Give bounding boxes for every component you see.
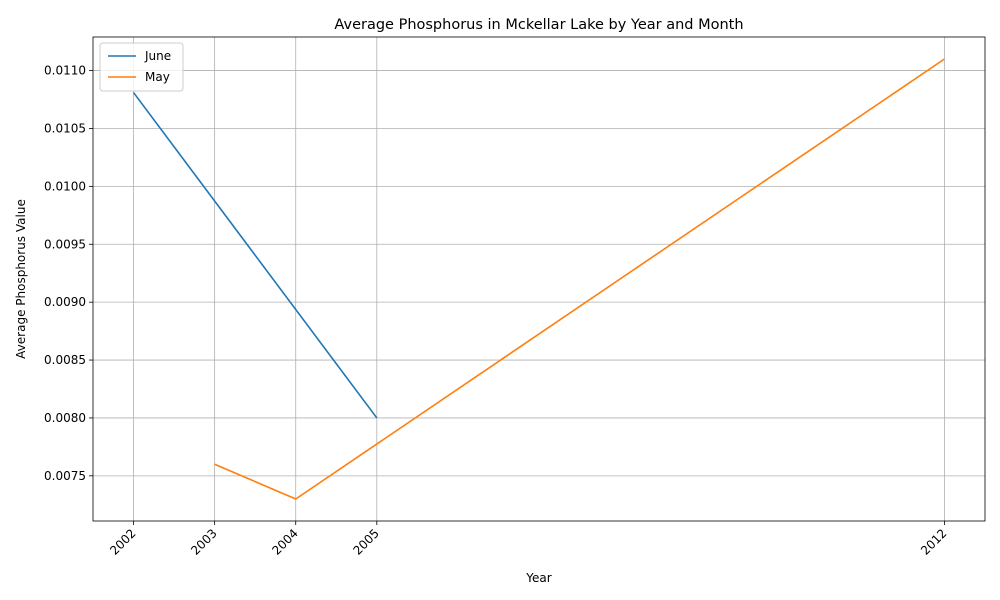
y-tick-label: 0.0075 (44, 469, 86, 483)
series-line-june (132, 92, 378, 419)
x-tick-label: 2002 (107, 526, 138, 557)
y-tick-label: 0.0085 (44, 353, 86, 367)
chart-title: Average Phosphorus in Mckellar Lake by Y… (334, 17, 743, 33)
x-axis-ticks: 2002 2003 2004 2005 2012 (107, 521, 950, 558)
grid-lines (93, 37, 985, 521)
y-axis-ticks: 0.0075 0.0080 0.0085 0.0090 0.0095 0.0100 0.01… (44, 64, 93, 483)
plot-frame (92, 36, 986, 522)
y-axis-label: Average Phosphorus Value (14, 199, 28, 359)
y-tick-label: 0.0090 (44, 295, 86, 309)
legend-label: May (145, 70, 170, 84)
x-tick-label: 2005 (350, 526, 381, 557)
x-tick-label: 2012 (918, 526, 949, 557)
x-axis-label: Year (525, 571, 551, 585)
x-tick-label: 2003 (188, 526, 219, 557)
y-tick-label: 0.0110 (44, 64, 86, 78)
y-tick-label: 0.0095 (44, 237, 86, 251)
x-tick-label: 2004 (269, 526, 300, 557)
series-lines (132, 58, 945, 500)
y-tick-label: 0.0100 (44, 179, 86, 193)
y-tick-label: 0.0080 (44, 411, 86, 425)
legend: June May (99, 42, 184, 92)
series-line-may (214, 58, 945, 500)
legend-box (99, 42, 184, 92)
y-tick-label: 0.0105 (44, 121, 86, 135)
legend-label: June (144, 49, 171, 63)
